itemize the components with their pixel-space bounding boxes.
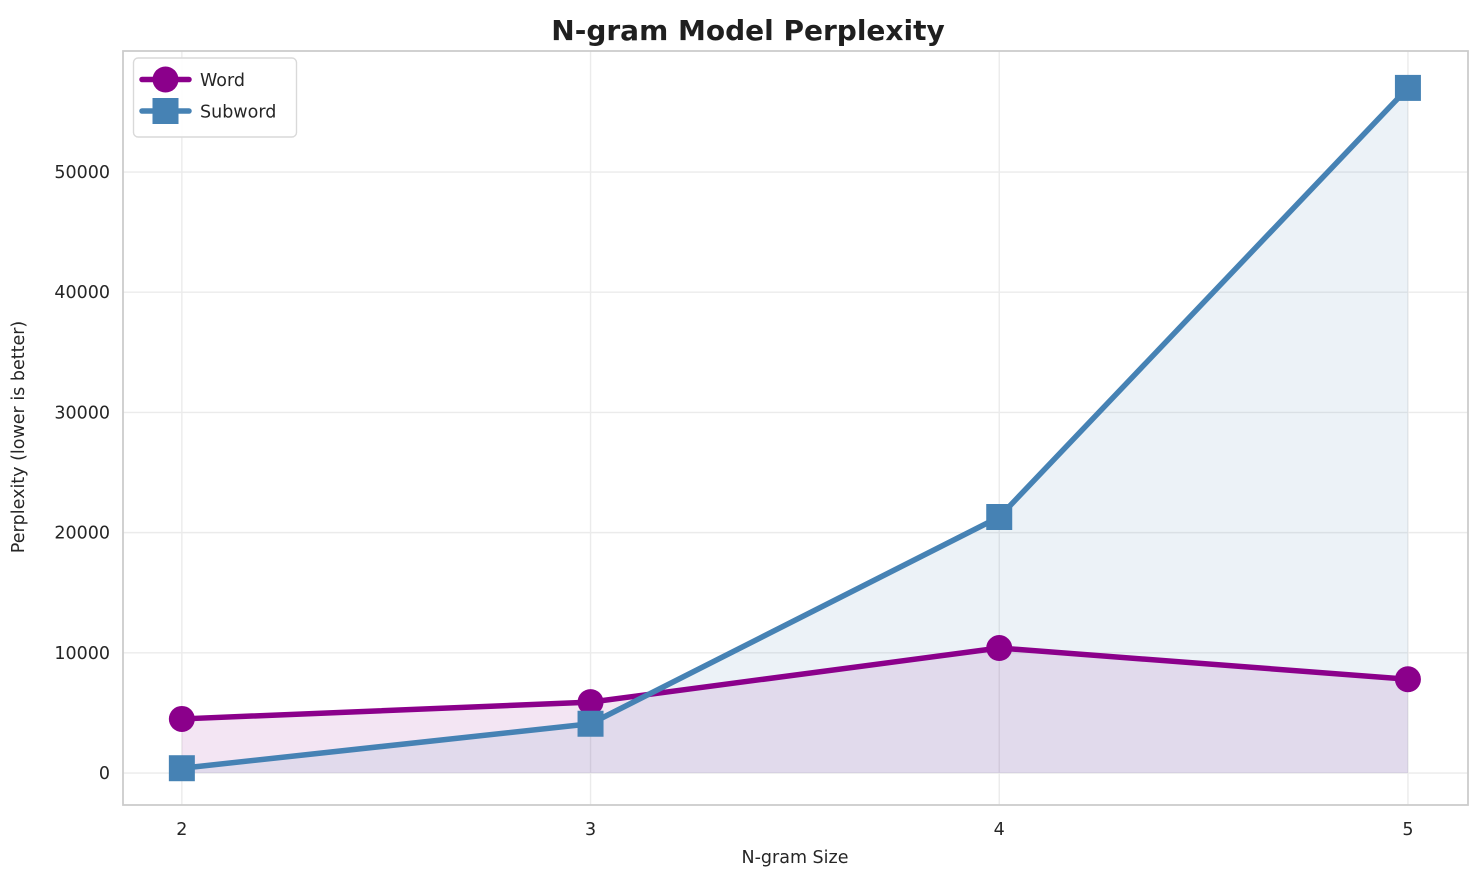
legend-items: Word Subword bbox=[139, 66, 276, 124]
line-word bbox=[179, 645, 1411, 722]
y-tick-label: 50000 bbox=[54, 163, 110, 183]
line-subword bbox=[179, 85, 1411, 771]
y-tick-label: 10000 bbox=[54, 644, 110, 664]
y-tick-label: 20000 bbox=[54, 524, 110, 544]
legend-label: Subword bbox=[200, 103, 276, 123]
marker-word-3 bbox=[577, 689, 604, 716]
series-lines bbox=[168, 74, 1421, 782]
x-axis-label: N-gram Size bbox=[742, 848, 849, 868]
x-tick-label: 4 bbox=[994, 820, 1005, 840]
marker-subword-4 bbox=[986, 504, 1013, 531]
x-tick-label: 3 bbox=[585, 820, 596, 840]
tick-labels: 0 10000 20000 30000 40000 50000 2 3 4 5 bbox=[54, 163, 1413, 840]
marker-word-4 bbox=[986, 635, 1013, 662]
area-word bbox=[181, 648, 1408, 774]
legend-label: Word bbox=[200, 71, 245, 91]
marker-subword-3 bbox=[577, 710, 604, 737]
area-fills bbox=[181, 87, 1408, 774]
gridlines bbox=[123, 51, 1468, 805]
marker-subword-2 bbox=[168, 755, 195, 782]
legend-subword-square-icon bbox=[152, 98, 179, 124]
marker-subword-5 bbox=[1394, 74, 1421, 101]
marker-word-2 bbox=[168, 705, 195, 732]
legend-word-circle-icon bbox=[152, 66, 179, 93]
chart-title: N-gram Model Perplexity bbox=[551, 14, 944, 47]
plot-border bbox=[122, 50, 1469, 806]
y-axis-label: Perplexity (lower is better) bbox=[9, 321, 29, 553]
x-tick-label: 2 bbox=[176, 820, 187, 840]
legend: Word Subword bbox=[132, 57, 298, 138]
x-tick-label: 5 bbox=[1402, 820, 1413, 840]
y-tick-label: 40000 bbox=[54, 283, 110, 303]
y-tick-label: 30000 bbox=[54, 403, 110, 423]
area-subword bbox=[181, 87, 1408, 774]
marker-word-5 bbox=[1394, 666, 1421, 693]
y-tick-label: 0 bbox=[99, 764, 110, 784]
